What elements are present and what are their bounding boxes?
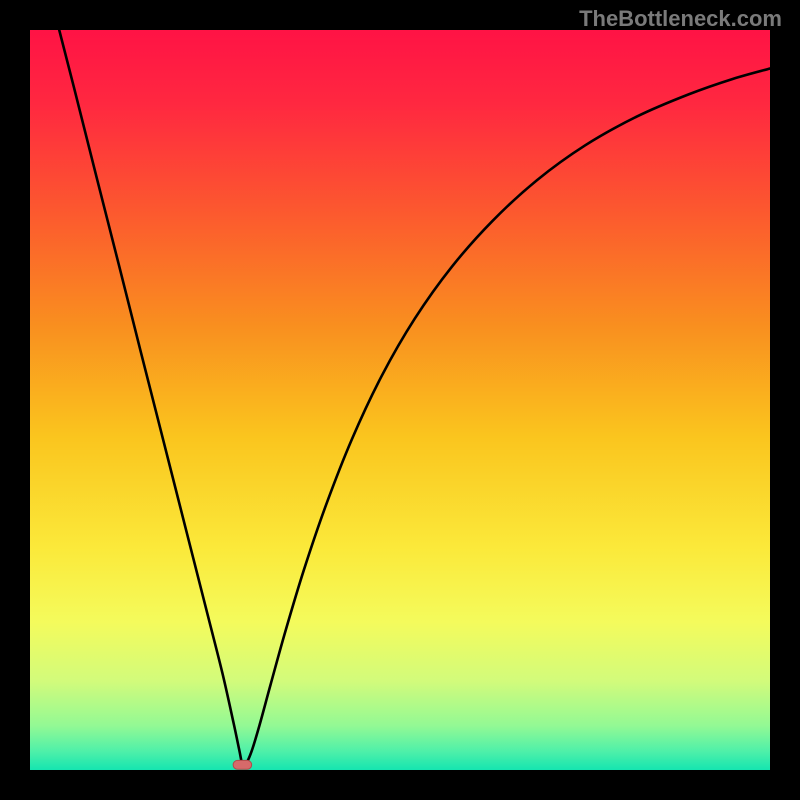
chart-frame: TheBottleneck.com [0, 0, 800, 800]
bottleneck-chart-svg [0, 0, 800, 800]
minimum-marker [233, 760, 252, 769]
plot-background [30, 30, 770, 770]
watermark-text: TheBottleneck.com [579, 6, 782, 32]
